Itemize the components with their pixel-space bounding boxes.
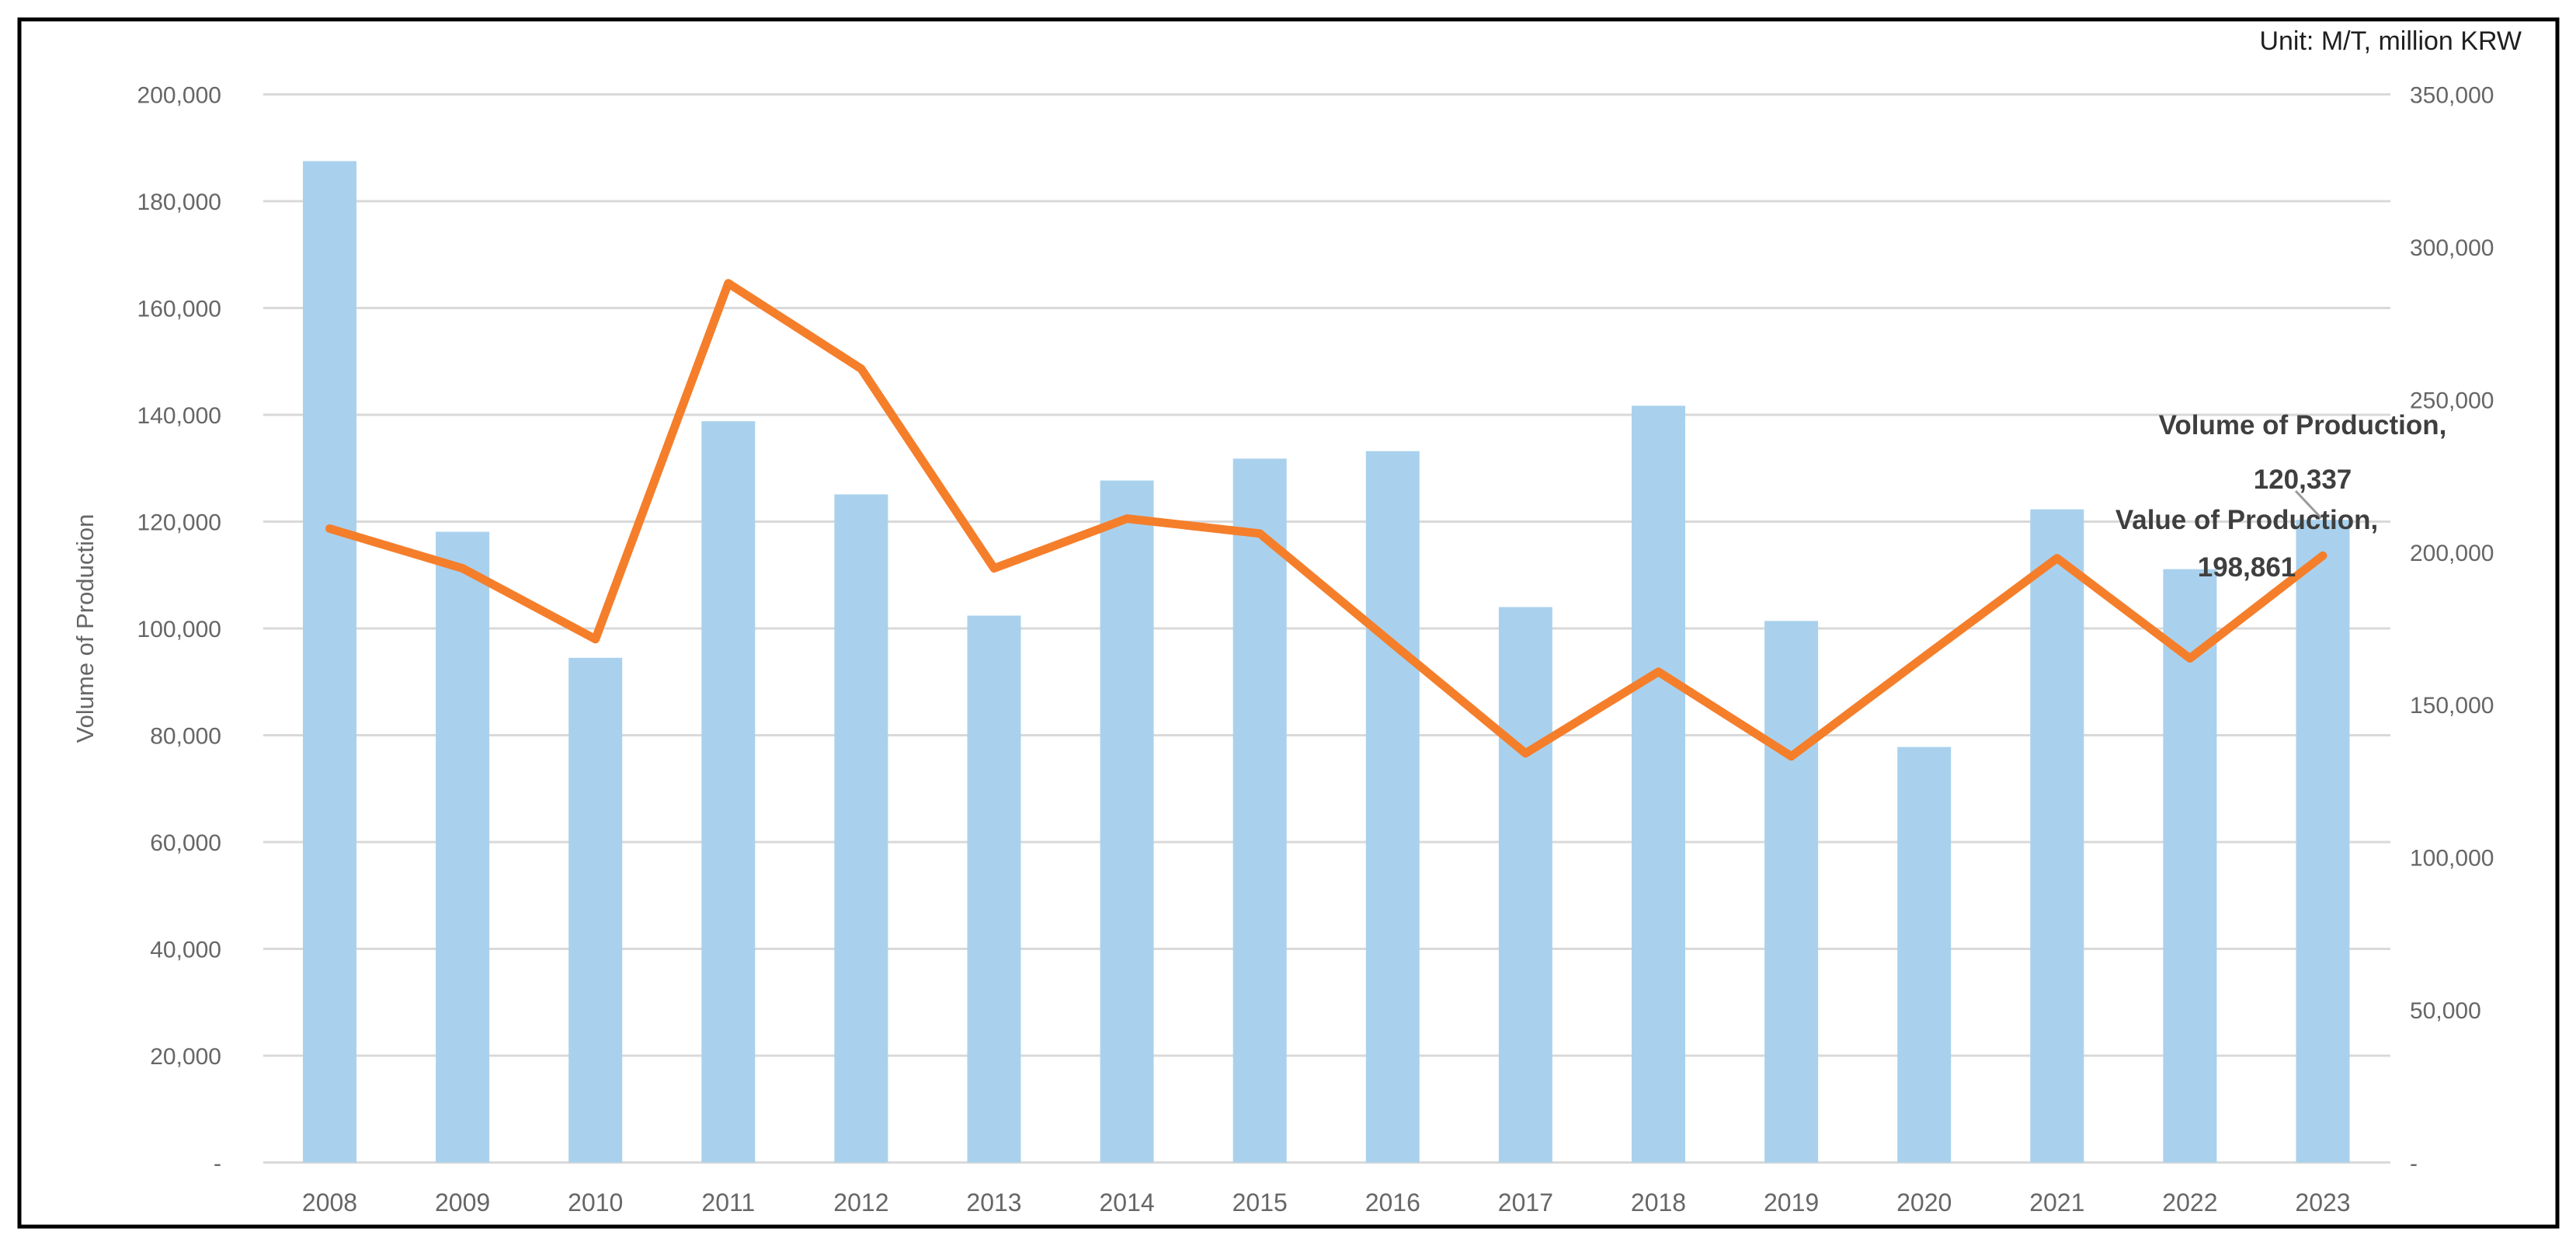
bar-2018	[1632, 405, 1685, 1163]
bar-2015	[1232, 458, 1287, 1163]
x-axis-label-2023: 2023	[2295, 1189, 2350, 1216]
y-left-tick-label: -	[214, 1151, 221, 1177]
bar-2008	[303, 161, 356, 1163]
x-axis-label-2020: 2020	[1896, 1189, 1952, 1216]
bar-2021	[2030, 509, 2084, 1163]
y-left-tick-label: 60,000	[150, 830, 221, 856]
unit-label: Unit: M/T, million KRW	[2259, 26, 2522, 56]
y-left-tick-label: 160,000	[137, 297, 221, 322]
line-series-layer	[325, 279, 2327, 761]
x-axis-label-2013: 2013	[966, 1189, 1021, 1216]
callout-value-line2: 198,861	[2198, 552, 2296, 583]
y-right-tick-label: 350,000	[2410, 83, 2494, 109]
bar-2017	[1498, 607, 1552, 1163]
y-left-tick-label: 120,000	[137, 510, 221, 536]
callout-volume-of-production: Volume of Production, 120,337	[2159, 410, 2447, 495]
bar-2016	[1365, 451, 1420, 1163]
x-axis-label-2012: 2012	[833, 1189, 888, 1216]
callout-leader-line	[2294, 489, 2323, 520]
bar-2012	[834, 494, 888, 1163]
y-left-tick-label: 140,000	[137, 403, 221, 429]
bar-2010	[568, 657, 623, 1163]
bar-2019	[1764, 621, 1819, 1163]
callout-volume-line1: Volume of Production,	[2159, 410, 2447, 440]
bar-2013	[967, 615, 1021, 1163]
x-axis-label-2010: 2010	[568, 1189, 623, 1216]
axis-labels-layer: 200,000 180,000 160,000 140,000 120,000 100,0…	[137, 83, 2494, 1217]
x-axis-label-2016: 2016	[1365, 1189, 1420, 1216]
bar-2009	[436, 531, 490, 1163]
y-left-tick-label: 200,000	[137, 83, 221, 109]
bar-2020	[1897, 747, 1952, 1163]
x-axis-label-2009: 2009	[435, 1189, 490, 1216]
y-left-tick-label: 100,000	[137, 617, 221, 642]
callout-volume-line2: 120,337	[2254, 465, 2352, 495]
callout-value-of-production: Value of Production, 198,861	[2115, 505, 2378, 583]
x-axis-label-2021: 2021	[2029, 1189, 2084, 1216]
y-right-tick-label: 250,000	[2410, 388, 2494, 413]
value-of-production-line	[325, 279, 2327, 761]
x-axis-label-2017: 2017	[1498, 1189, 1553, 1216]
y-right-tick-label: 150,000	[2410, 693, 2494, 719]
y-left-tick-label: 40,000	[150, 938, 221, 963]
y-left-tick-label: 20,000	[150, 1044, 221, 1070]
bar-2014	[1100, 480, 1154, 1163]
y-right-tick-label: 300,000	[2410, 235, 2494, 261]
y-right-tick-label: 100,000	[2410, 846, 2494, 872]
x-axis-label-2008: 2008	[302, 1189, 357, 1216]
x-axis-label-2019: 2019	[1764, 1189, 1819, 1216]
y-right-tick-label: -	[2410, 1151, 2418, 1177]
y-right-tick-label: 200,000	[2410, 541, 2494, 566]
x-axis-label-2018: 2018	[1631, 1189, 1686, 1216]
x-axis-label-2015: 2015	[1232, 1189, 1288, 1216]
bar-2023	[2296, 520, 2350, 1163]
x-axis-label-2011: 2011	[701, 1189, 755, 1216]
y-left-tick-label: 80,000	[150, 724, 221, 750]
bar-2011	[701, 421, 756, 1163]
y-right-tick-label: 50,000	[2410, 998, 2481, 1024]
x-axis-label-2014: 2014	[1100, 1189, 1155, 1216]
y-left-tick-label: 180,000	[137, 190, 221, 215]
y-axis-title: Volume of Production	[71, 514, 99, 743]
chart-border	[17, 17, 2560, 1229]
x-axis-label-2022: 2022	[2162, 1189, 2217, 1216]
callout-value-line1: Value of Production,	[2115, 505, 2378, 535]
bar-series-layer	[303, 161, 2350, 1163]
bar-2022	[2163, 569, 2217, 1163]
